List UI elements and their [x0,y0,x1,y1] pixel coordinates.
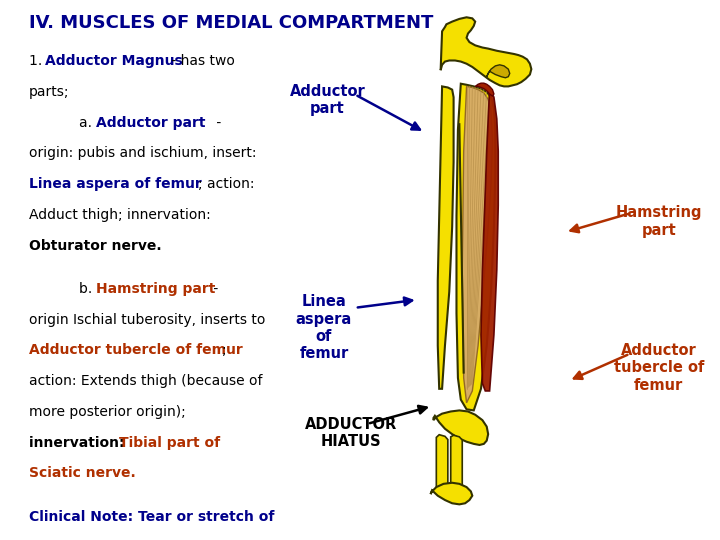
Text: Sciatic nerve.: Sciatic nerve. [29,467,135,481]
Text: Adductor part: Adductor part [96,116,206,130]
Text: Adduct thigh; innervation:: Adduct thigh; innervation: [29,208,210,222]
Text: action: Extends thigh (because of: action: Extends thigh (because of [29,374,262,388]
Text: ADDUCTOR
HIATUS: ADDUCTOR HIATUS [305,417,397,449]
Text: Adductor
part: Adductor part [289,84,366,116]
Text: Linea
aspera
of
femur: Linea aspera of femur [296,294,352,361]
Text: parts;: parts; [29,85,69,99]
Text: b.: b. [79,282,96,296]
Text: ;: ; [222,343,226,357]
Polygon shape [481,89,498,391]
Text: a.: a. [79,116,96,130]
Text: IV. MUSCLES OF MEDIAL COMPARTMENT: IV. MUSCLES OF MEDIAL COMPARTMENT [29,14,433,31]
Polygon shape [436,435,448,495]
Text: -: - [212,116,222,130]
Polygon shape [487,65,510,78]
Text: innervation:: innervation: [29,436,129,450]
Text: Adductor tubercle of femur: Adductor tubercle of femur [29,343,243,357]
Text: Clinical Note: Tear or stretch of: Clinical Note: Tear or stretch of [29,510,274,524]
Polygon shape [475,83,494,96]
Polygon shape [451,435,462,492]
Polygon shape [431,483,472,504]
Polygon shape [456,84,495,410]
Text: Linea aspera of femur: Linea aspera of femur [29,177,202,191]
Text: origin Ischial tuberosity, inserts to: origin Ischial tuberosity, inserts to [29,313,265,327]
Text: Hamstring part: Hamstring part [96,282,216,296]
Text: Hamstring
part: Hamstring part [616,205,702,238]
Polygon shape [433,410,488,445]
Text: Adductor
tubercle of
femur: Adductor tubercle of femur [613,343,704,393]
Text: -: - [209,282,218,296]
Polygon shape [438,86,454,389]
Text: - has two: - has two [167,54,235,68]
Text: more posterior origin);: more posterior origin); [29,405,186,419]
Text: 1.: 1. [29,54,46,68]
Polygon shape [441,17,531,86]
Text: Obturator nerve.: Obturator nerve. [29,239,161,253]
Text: Adductor Magnus: Adductor Magnus [45,54,182,68]
Text: ; action:: ; action: [198,177,254,191]
Text: Tibial part of: Tibial part of [119,436,220,450]
Polygon shape [462,86,492,403]
Text: origin: pubis and ischium, insert:: origin: pubis and ischium, insert: [29,146,256,160]
